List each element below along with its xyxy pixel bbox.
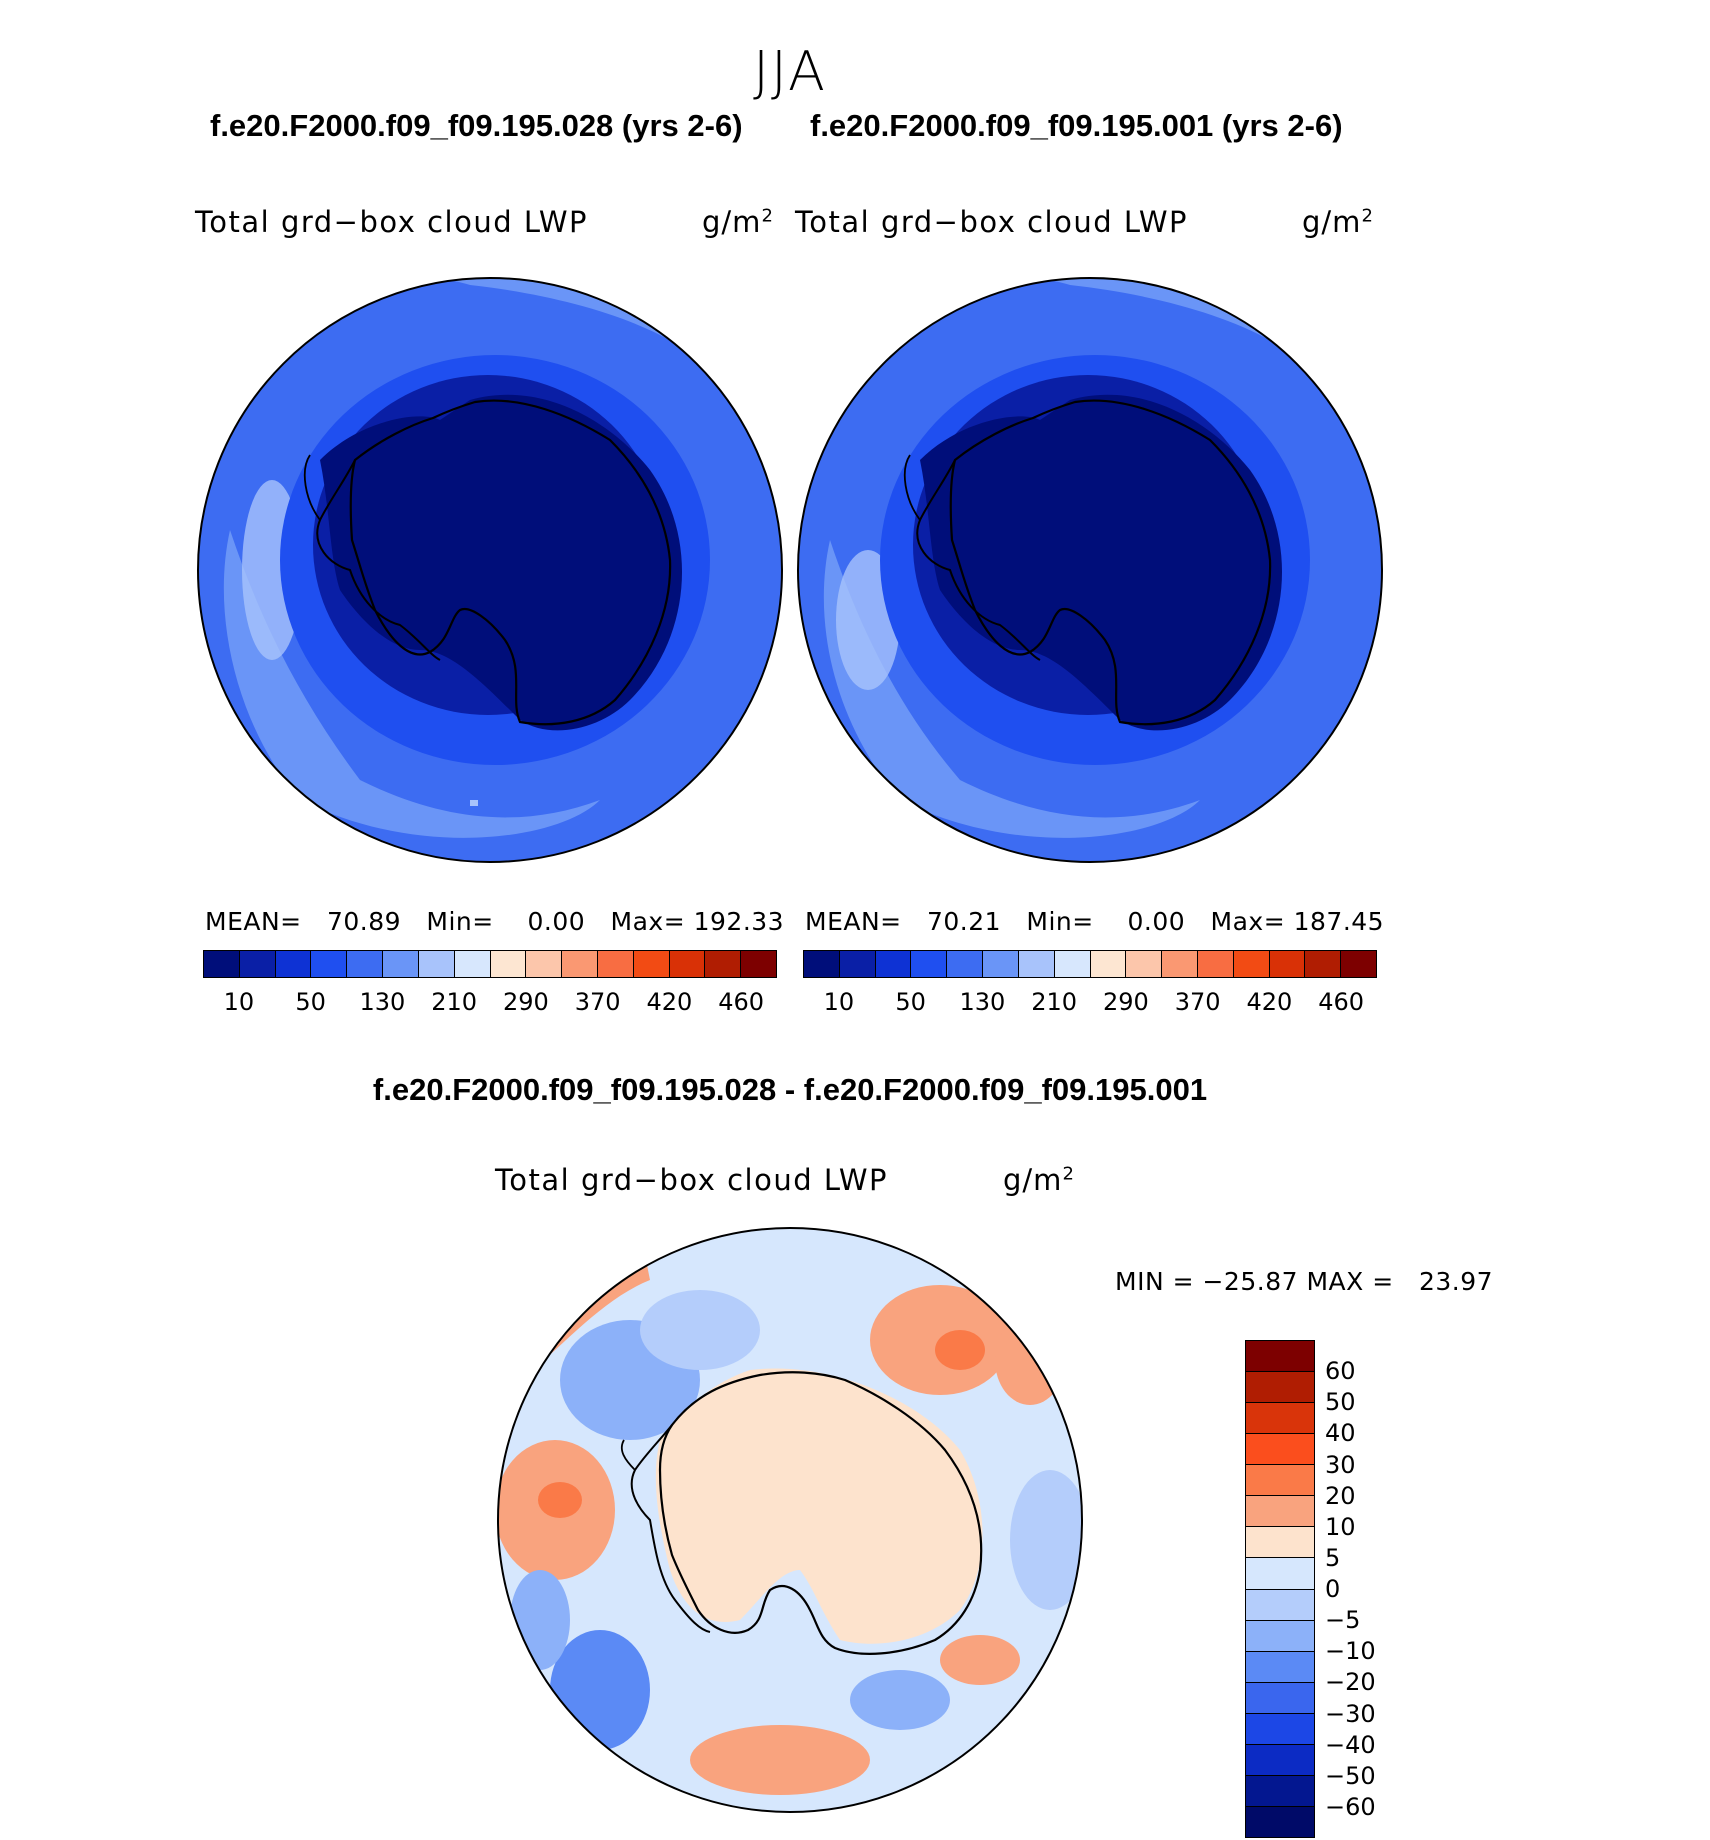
left-units: g/m2	[702, 205, 774, 239]
colorbar-tick-label: 50	[295, 988, 326, 1016]
colorbar-swatch	[911, 951, 948, 977]
colorbar-tick-label: −20	[1325, 1668, 1376, 1697]
colorbar-swatch	[1246, 1589, 1314, 1621]
colorbar-swatch	[1246, 1527, 1314, 1559]
colorbar-tick-label: 210	[1031, 988, 1078, 1016]
colorbar-tick-label: 5	[1325, 1543, 1341, 1572]
colorbar-swatch	[875, 951, 912, 977]
left-case-title: f.e20.F2000.f09_f09.195.028 (yrs 2-6)	[210, 108, 743, 143]
colorbar-tick-label: 130	[959, 988, 1006, 1016]
left-colorbar	[203, 950, 777, 978]
colorbar-tick-label: −50	[1325, 1761, 1376, 1790]
colorbar-swatch	[1246, 1713, 1314, 1745]
colorbar-swatch	[1054, 951, 1091, 977]
left-stats: MEAN= 70.89 Min= 0.00 Max= 192.33	[205, 907, 785, 936]
diff-var-title: Total grd−box cloud LWP	[495, 1163, 889, 1197]
colorbar-swatch	[983, 951, 1019, 977]
colorbar-swatch	[705, 951, 742, 977]
colorbar-swatch	[1246, 1651, 1314, 1683]
colorbar-swatch	[454, 951, 491, 977]
colorbar-tick-label: 10	[1325, 1512, 1356, 1541]
colorbar-swatch	[1197, 951, 1234, 977]
colorbar-swatch	[804, 951, 840, 977]
right-stats: MEAN= 70.21 Min= 0.00 Max= 187.45	[805, 907, 1385, 936]
colorbar-tick-label: 420	[1246, 988, 1293, 1016]
colorbar-tick-label: 10	[823, 988, 855, 1016]
right-map	[798, 278, 1382, 862]
colorbar-swatch	[1246, 1558, 1314, 1590]
colorbar-swatch	[1269, 951, 1306, 977]
colorbar-swatch	[1341, 951, 1376, 977]
colorbar-swatch	[1162, 951, 1198, 977]
difference-colorbar	[1245, 1340, 1315, 1838]
colorbar-swatch	[1233, 951, 1270, 977]
colorbar-swatch	[1246, 1434, 1314, 1466]
colorbar-swatch	[1246, 1341, 1314, 1373]
colorbar-swatch	[311, 951, 348, 977]
colorbar-swatch	[1246, 1806, 1314, 1837]
colorbar-swatch	[1246, 1372, 1314, 1404]
colorbar-swatch	[347, 951, 384, 977]
colorbar-swatch	[1126, 951, 1163, 977]
colorbar-tick-label: −5	[1325, 1606, 1361, 1635]
colorbar-tick-label: 20	[1325, 1481, 1356, 1510]
colorbar-swatch	[1246, 1744, 1314, 1776]
colorbar-swatch	[597, 951, 634, 977]
colorbar-swatch	[1018, 951, 1055, 977]
diff-units: g/m2	[1003, 1163, 1075, 1197]
colorbar-tick-label: −60	[1325, 1792, 1376, 1821]
colorbar-tick-label: 370	[574, 988, 621, 1016]
right-case-title: f.e20.F2000.f09_f09.195.001 (yrs 2-6)	[810, 108, 1343, 143]
colorbar-tick-label: 370	[1174, 988, 1221, 1016]
colorbar-swatch	[1246, 1620, 1314, 1652]
colorbar-tick-label: 130	[359, 988, 406, 1016]
colorbar-swatch	[490, 951, 527, 977]
colorbar-tick-label: −10	[1325, 1637, 1376, 1666]
colorbar-swatch	[1246, 1682, 1314, 1714]
colorbar-tick-label: 0	[1325, 1575, 1341, 1603]
colorbar-tick-label: 60	[1325, 1357, 1356, 1386]
colorbar-swatch	[383, 951, 419, 977]
diff-minmax: MIN = −25.87 MAX = 23.97	[1115, 1267, 1494, 1296]
colorbar-swatch	[1246, 1465, 1314, 1497]
colorbar-swatch	[947, 951, 984, 977]
colorbar-swatch	[1246, 1775, 1314, 1807]
colorbar-tick-label: −40	[1325, 1730, 1376, 1759]
colorbar-swatch	[669, 951, 706, 977]
difference-case-title: f.e20.F2000.f09_f09.195.028 - f.e20.F200…	[372, 1072, 1208, 1107]
colorbar-tick-label: 460	[1318, 988, 1365, 1016]
colorbar-tick-label: 290	[1102, 988, 1149, 1016]
colorbar-tick-label: 210	[431, 988, 478, 1016]
colorbar-tick-label: 290	[502, 988, 549, 1016]
colorbar-tick-label: 460	[718, 988, 765, 1016]
right-colorbar	[803, 950, 1377, 978]
colorbar-swatch	[1305, 951, 1342, 977]
season-title: JJA	[753, 40, 827, 103]
colorbar-swatch	[204, 951, 240, 977]
colorbar-swatch	[1246, 1403, 1314, 1435]
colorbar-swatch	[275, 951, 312, 977]
colorbar-swatch	[1090, 951, 1127, 977]
difference-map	[498, 1228, 1082, 1812]
colorbar-swatch	[1246, 1496, 1314, 1528]
left-map	[198, 278, 782, 862]
colorbar-tick-label: 50	[895, 988, 926, 1016]
right-units: g/m2	[1302, 205, 1374, 239]
colorbar-tick-label: 50	[1325, 1388, 1356, 1417]
colorbar-swatch	[526, 951, 563, 977]
colorbar-swatch	[239, 951, 276, 977]
colorbar-tick-label: 10	[223, 988, 255, 1016]
colorbar-swatch	[633, 951, 670, 977]
colorbar-tick-label: −30	[1325, 1699, 1376, 1728]
colorbar-tick-label: 30	[1325, 1450, 1356, 1479]
colorbar-swatch	[418, 951, 455, 977]
colorbar-swatch	[741, 951, 776, 977]
left-var-title: Total grd−box cloud LWP	[195, 205, 589, 239]
colorbar-tick-label: 420	[646, 988, 693, 1016]
colorbar-swatch	[839, 951, 876, 977]
colorbar-swatch	[562, 951, 598, 977]
colorbar-tick-label: 40	[1325, 1419, 1356, 1448]
right-var-title: Total grd−box cloud LWP	[795, 205, 1189, 239]
